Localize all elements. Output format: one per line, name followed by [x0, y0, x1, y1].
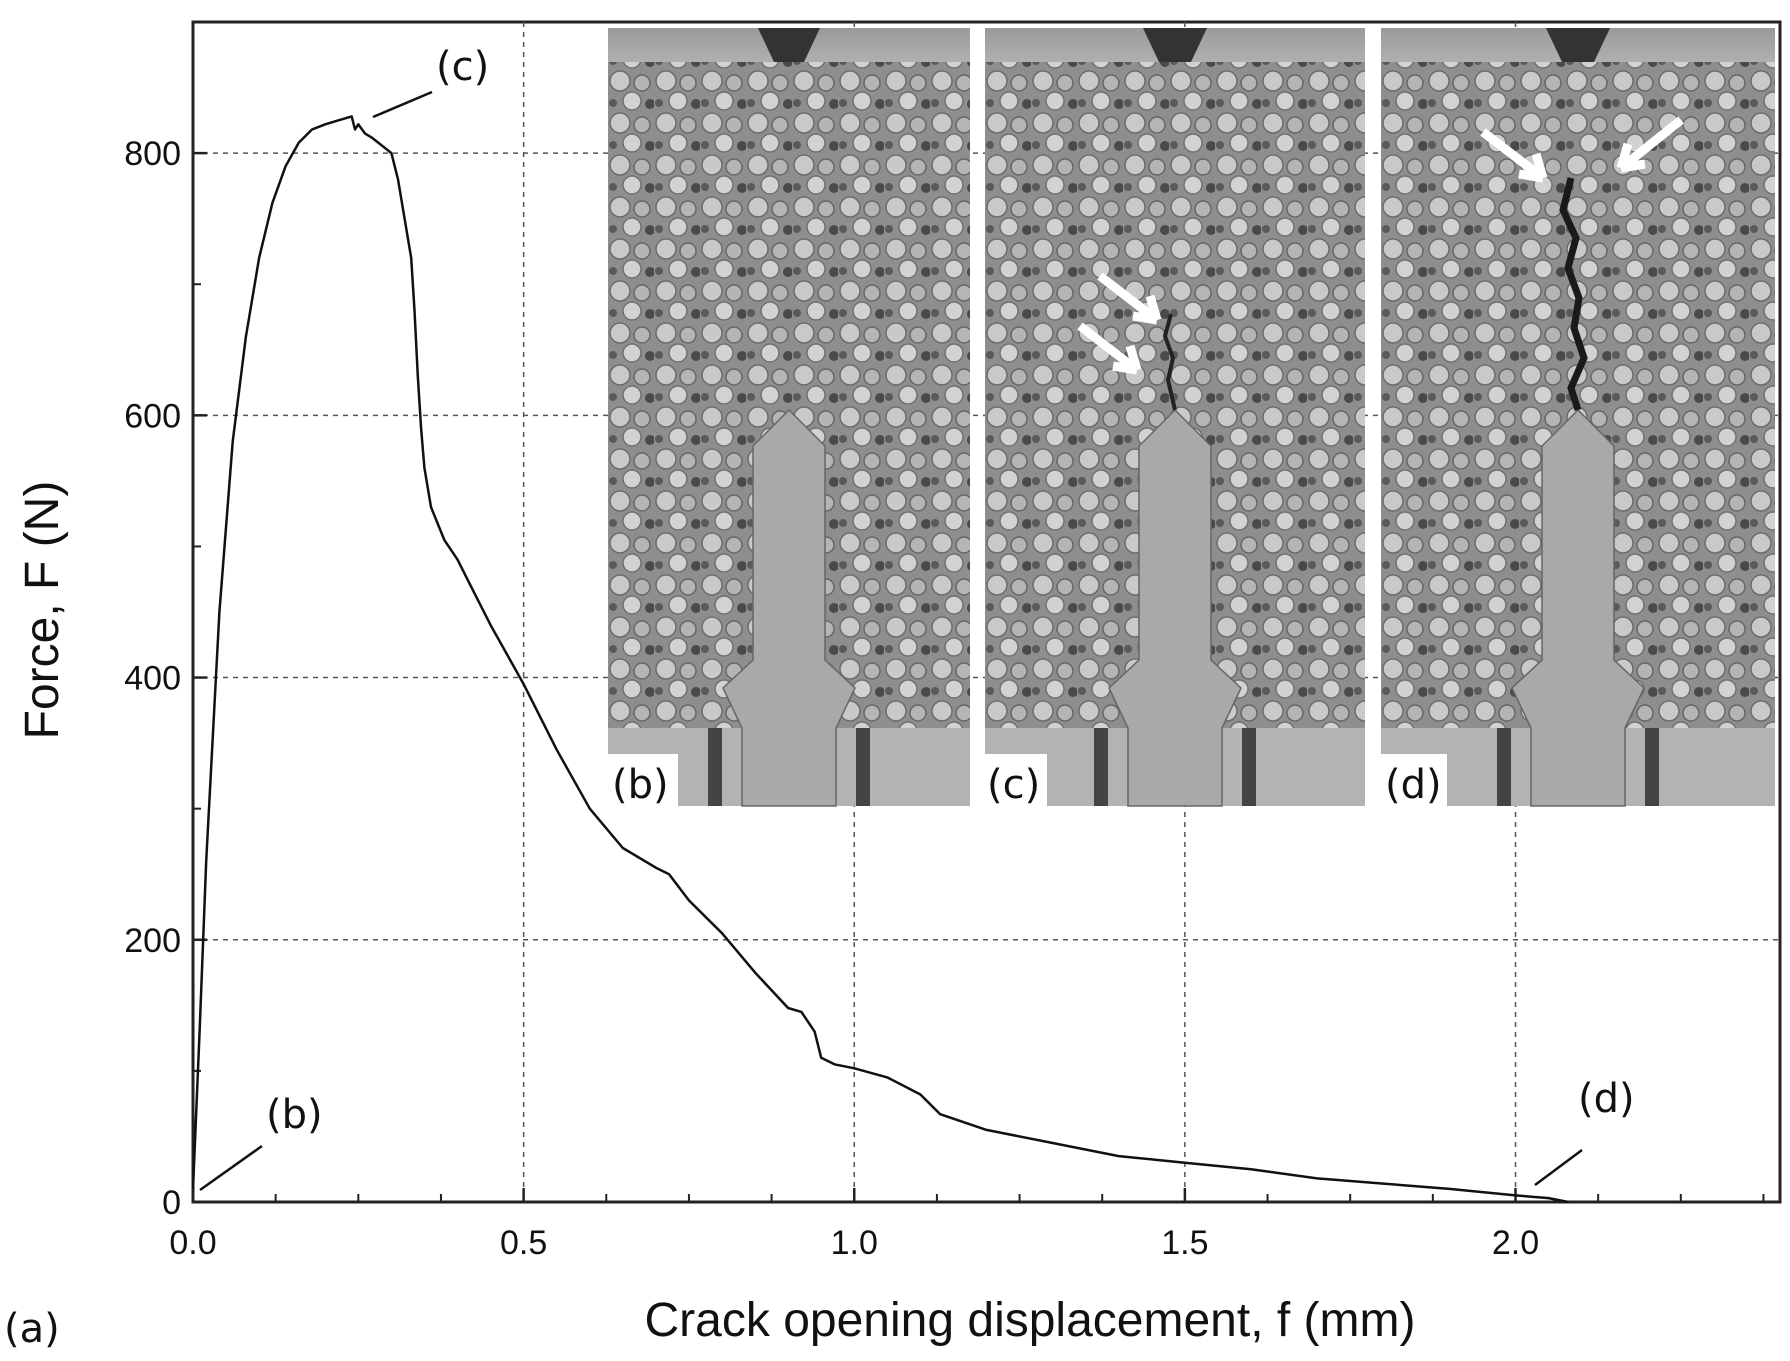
annotation-d: (d)	[1578, 1076, 1635, 1122]
inset-d-notch-insert	[1511, 408, 1645, 807]
inset-b-label-bg	[608, 754, 678, 806]
x-tick-labels: 0.0 0.5 1.0 1.5 2.0	[169, 1224, 1539, 1262]
panel-label-a: (a)	[4, 1306, 60, 1352]
inset-b-label: (b)	[612, 762, 669, 808]
x-tick-label: 2.0	[1492, 1224, 1539, 1262]
leader-line-b	[199, 1144, 263, 1192]
y-tick-label: 800	[124, 135, 181, 173]
x-tick-label: 1.0	[831, 1224, 878, 1262]
inset-d: (d)	[1381, 28, 1775, 808]
force-curve	[191, 115, 1569, 1204]
inset-c-clip-right	[1242, 728, 1256, 806]
inset-b: (b)	[608, 28, 970, 808]
inset-b-clip-right	[856, 728, 870, 806]
annotation-c: (c)	[436, 44, 489, 90]
inset-c: (c)	[985, 28, 1365, 808]
x-tick-label: 0.0	[169, 1224, 216, 1262]
leader-line-c	[372, 90, 433, 119]
inset-d-arrow-left	[1480, 128, 1548, 183]
inset-d-label: (d)	[1385, 762, 1442, 808]
inset-c-arrow-upper	[1097, 272, 1162, 325]
inset-c-clip-left	[1094, 728, 1108, 806]
y-tick-label: 200	[124, 922, 181, 960]
inset-b-load-point	[758, 28, 820, 62]
inset-d-label-bg	[1381, 754, 1447, 806]
inset-d-clip-left	[1497, 728, 1511, 806]
plot-frame	[191, 20, 1782, 1204]
inset-c-load-point	[1143, 28, 1207, 62]
x-tick-label: 0.5	[500, 1224, 547, 1262]
inset-c-label-bg	[985, 754, 1047, 806]
inset-c-notch-insert	[1108, 408, 1242, 807]
inset-d-arrow-right	[1616, 116, 1684, 173]
inset-c-arrow-lower	[1077, 322, 1142, 375]
annotations: (b) (c) (d)	[199, 44, 1635, 1192]
inset-c-label: (c)	[987, 762, 1040, 808]
leader-line-d	[1534, 1148, 1583, 1187]
inset-d-load-point	[1546, 28, 1610, 62]
inset-b-clip-left	[708, 728, 722, 806]
x-tick-label: 1.5	[1161, 1224, 1208, 1262]
x-axis-title: Crack opening displacement, f (mm)	[645, 1294, 1416, 1347]
y-tick-label: 600	[124, 397, 181, 435]
inset-c-crack	[1162, 313, 1177, 411]
y-axis-title: Force, F (N)	[16, 481, 69, 740]
inset-d-clip-right	[1645, 728, 1659, 806]
inset-b-notch-insert	[722, 408, 856, 807]
annotation-b: (b)	[266, 1092, 323, 1138]
inset-d-crack	[1559, 177, 1588, 412]
y-tick-label: 0	[162, 1184, 181, 1222]
y-tick-labels: 0 200 400 600 800	[124, 135, 181, 1222]
y-tick-label: 400	[124, 660, 181, 698]
